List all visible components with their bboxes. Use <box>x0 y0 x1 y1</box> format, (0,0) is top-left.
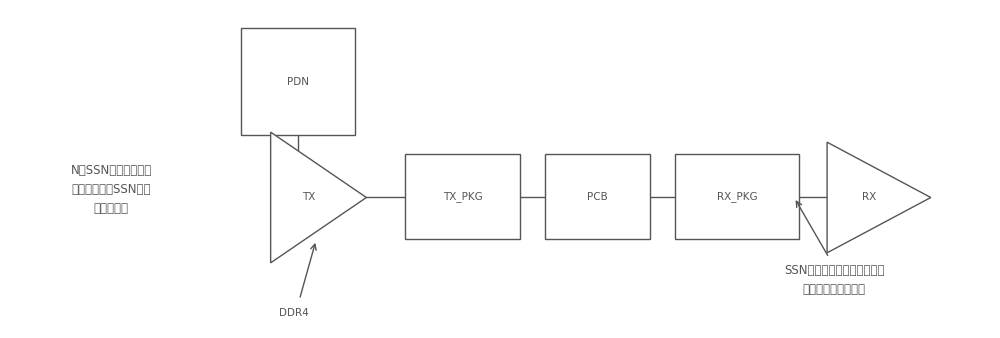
Bar <box>545 154 650 239</box>
Text: RX: RX <box>862 193 876 202</box>
Bar <box>241 28 355 136</box>
Text: TX_PKG: TX_PKG <box>443 191 482 202</box>
Text: TX: TX <box>302 193 315 202</box>
Text: SSN受害线接收端得到耦合进
通道的最坏电源噪声: SSN受害线接收端得到耦合进 通道的最坏电源噪声 <box>784 264 884 296</box>
Polygon shape <box>271 132 366 263</box>
Bar <box>675 154 799 239</box>
Polygon shape <box>827 142 931 253</box>
Text: PDN: PDN <box>287 77 309 87</box>
Text: N条SSN进攻线输入同
一数据模板，SSN受害
线静态置低: N条SSN进攻线输入同 一数据模板，SSN受害 线静态置低 <box>70 164 152 215</box>
Text: RX_PKG: RX_PKG <box>717 191 757 202</box>
Text: PCB: PCB <box>587 192 608 202</box>
Text: DDR4: DDR4 <box>279 308 309 318</box>
Bar <box>405 154 520 239</box>
